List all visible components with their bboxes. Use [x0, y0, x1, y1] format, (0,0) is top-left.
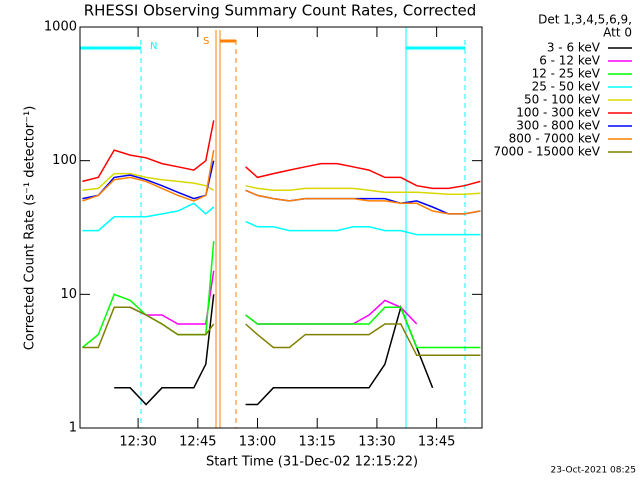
x-tick-label: 13:45 — [418, 435, 455, 450]
y-axis-label: Corrected Count Rate (s⁻¹ detector⁻¹) — [23, 106, 38, 351]
series-line — [82, 202, 481, 236]
series-line — [82, 120, 481, 190]
series-line — [82, 172, 481, 196]
timestamp: 23-Oct-2021 08:25 — [551, 466, 636, 476]
legend-label: 25 - 50 keV — [532, 80, 601, 94]
y-tick-label: 1 — [69, 421, 77, 436]
annotation: S — [203, 36, 209, 47]
x-tick-label: 13:15 — [298, 435, 335, 450]
plot-area: 1 10 100 1000 12:30 12:45 13:00 13:15 13:30 13:45 — [44, 20, 483, 450]
x-tick-label: 12:30 — [119, 435, 156, 450]
legend-label: 12 - 25 keV — [532, 67, 601, 81]
y-tick-label: 1000 — [44, 20, 77, 35]
legend-label: 800 - 7000 keV — [509, 132, 601, 146]
legend-label: 6 - 12 keV — [539, 54, 601, 68]
y-tick-label: 100 — [52, 153, 77, 168]
series-line — [82, 149, 481, 215]
annotation: N — [150, 41, 157, 52]
plot-frame — [79, 26, 483, 429]
legend-label: 300 - 800 keV — [516, 119, 600, 133]
legend-label: 3 - 6 keV — [547, 41, 601, 55]
legend-label: 100 - 300 keV — [516, 106, 600, 120]
legend-header: Det 1,3,4,5,6,9, — [538, 13, 632, 27]
legend-header: Att 0 — [603, 26, 632, 40]
x-tick-label: 13:00 — [239, 435, 276, 450]
x-axis-label: Start Time (31-Dec-02 12:15:22) — [206, 455, 418, 470]
legend-label: 50 - 100 keV — [524, 93, 601, 107]
chart-title: RHESSI Observing Summary Count Rates, Co… — [84, 2, 477, 20]
x-tick-label: 13:30 — [358, 435, 395, 450]
series-line — [82, 306, 481, 357]
legend-label: 7000 - 15000 keV — [493, 145, 600, 159]
x-tick-label: 12:45 — [179, 435, 216, 450]
y-tick-label: 10 — [60, 287, 77, 302]
